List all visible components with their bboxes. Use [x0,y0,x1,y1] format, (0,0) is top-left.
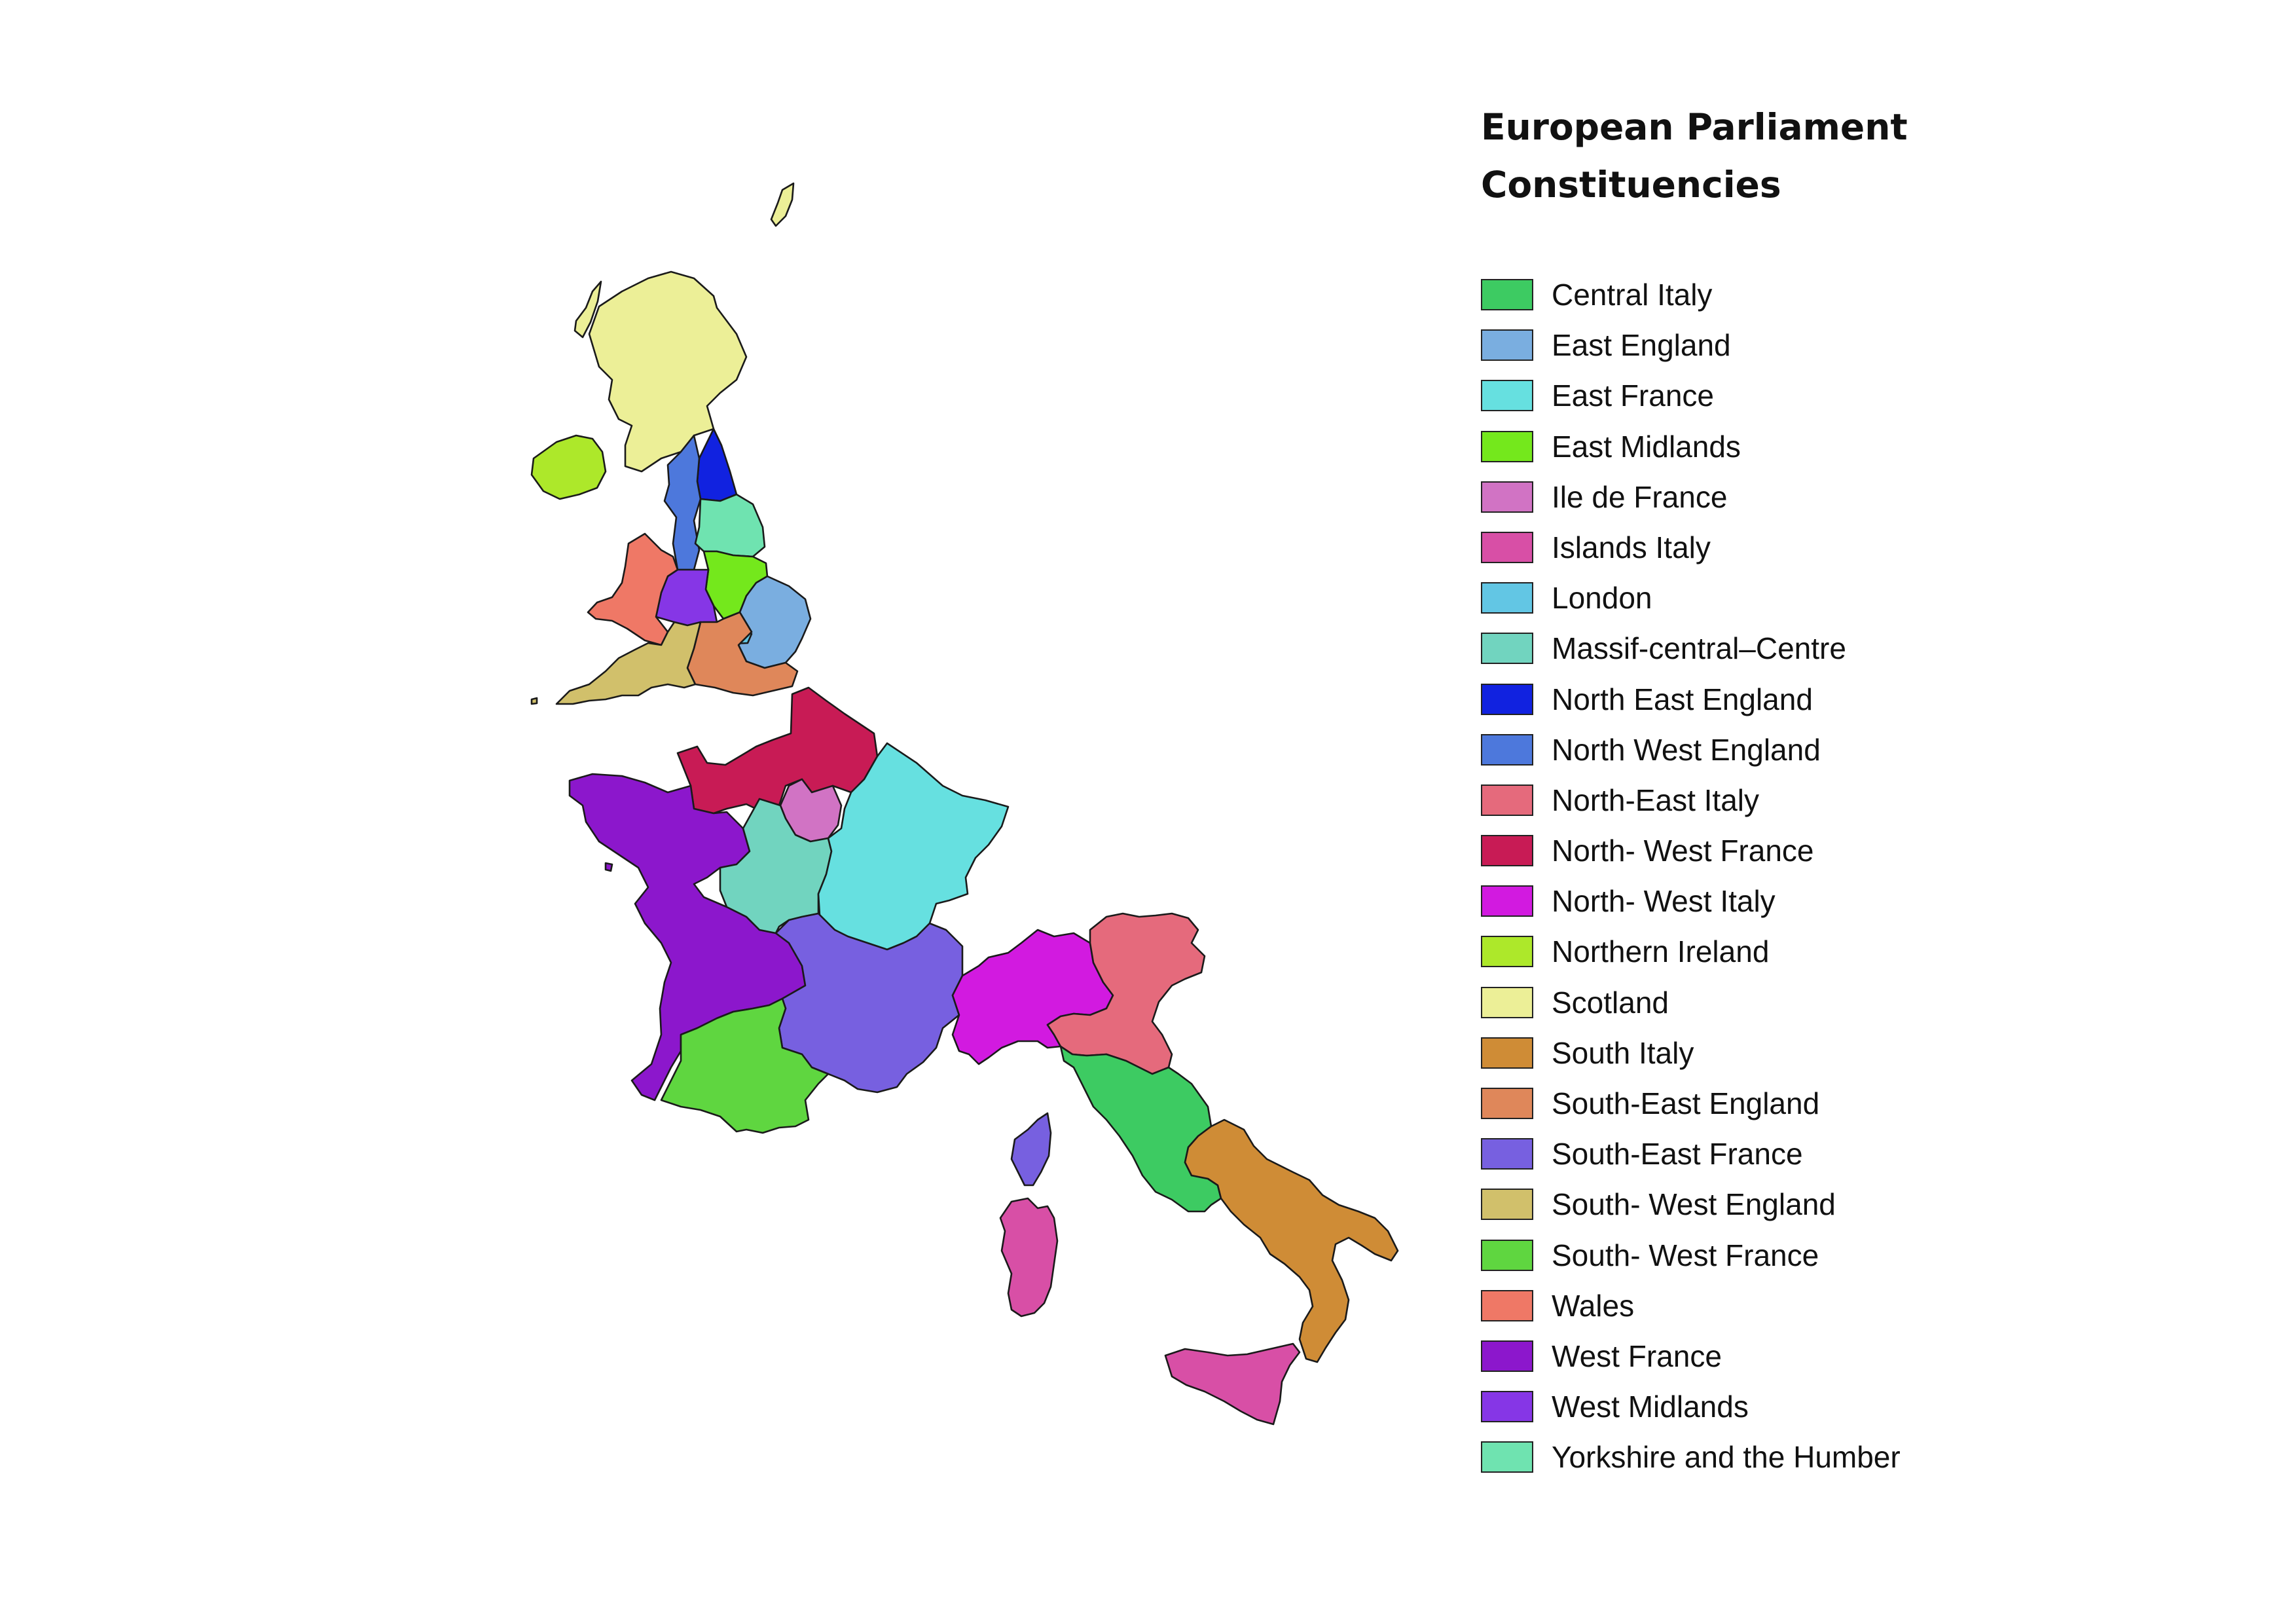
legend-label: North- West Italy [1552,884,1776,919]
legend-label: North-East Italy [1552,783,1759,817]
legend-label: East England [1552,328,1731,363]
legend-swatch [1481,481,1533,513]
legend-label: East Midlands [1552,429,1741,464]
legend-swatch [1481,1189,1533,1221]
legend-label: Scotland [1552,985,1669,1020]
region-south-west-england [555,621,702,705]
region-wales [587,532,679,646]
legend-label: South-East France [1552,1137,1803,1172]
legend-label: Central Italy [1552,278,1713,312]
legend-swatch [1481,1088,1533,1119]
legend-swatch [1481,1239,1533,1271]
map-title-line-1: European Parliament [1481,106,1908,148]
region-scotland-isles [770,182,795,227]
legend-swatch [1481,380,1533,412]
legend-swatch [1481,1391,1533,1423]
legend-label: South- West France [1552,1238,1819,1272]
legend-label: Yorkshire and the Humber [1552,1440,1901,1475]
legend-swatch [1481,936,1533,968]
region-south-west-england-scilly [530,697,538,705]
map-title: European Parliament Constituencies [1481,98,1939,213]
legend-swatch [1481,885,1533,917]
legend-label: Wales [1552,1288,1635,1323]
region-south-east-france [774,912,964,1094]
legend-swatch [1481,1138,1533,1170]
legend-swatch [1481,531,1533,563]
legend-label: South- West England [1552,1187,1836,1222]
map-title-line-2: Constituencies [1481,164,1781,206]
legend-label: North- West France [1552,834,1814,868]
region-yorkshire-and-the-humber [694,493,766,558]
region-north-west-france [676,686,879,815]
legend-label: London [1552,581,1652,616]
legend-swatch [1481,733,1533,766]
region-north-east-england [696,428,738,502]
legend-swatch [1481,633,1533,665]
legend-label: West Midlands [1552,1390,1749,1424]
region-sardinia [999,1197,1059,1318]
region-northern-ireland [530,434,607,500]
region-west-france-isle [604,862,613,872]
region-corsica [1010,1112,1052,1187]
legend-swatch [1481,329,1533,361]
legend-swatch [1481,1037,1533,1069]
legend-label: Massif-central–Centre [1552,631,1846,666]
legend-label: North West England [1552,732,1821,767]
legend-swatch [1481,683,1533,715]
legend-swatch [1481,986,1533,1018]
legend-label: South-East England [1552,1086,1820,1120]
region-sicily [1164,1342,1301,1426]
legend-swatch [1481,835,1533,867]
legend-label: South Italy [1552,1035,1694,1070]
legend-label: Islands Italy [1552,530,1711,564]
region-scotland-hebrides [574,280,602,339]
region-south-italy [1184,1118,1399,1363]
legend-swatch [1481,430,1533,462]
legend-swatch [1481,1289,1533,1321]
legend-swatch [1481,1441,1533,1473]
region-south-west-france [660,997,829,1134]
legend-swatch [1481,582,1533,614]
legend-label: East France [1552,378,1714,413]
legend-label: North East England [1552,682,1813,716]
legend-swatch [1481,784,1533,816]
legend-label: Ile de France [1552,479,1728,514]
region-scotland [588,270,748,473]
legend-label: West France [1552,1338,1722,1373]
legend-swatch [1481,1340,1533,1372]
legend-swatch [1481,279,1533,310]
region-central-italy [1059,1045,1222,1213]
legend-label: Northern Ireland [1552,934,1770,969]
region-north-west-england [663,434,702,571]
